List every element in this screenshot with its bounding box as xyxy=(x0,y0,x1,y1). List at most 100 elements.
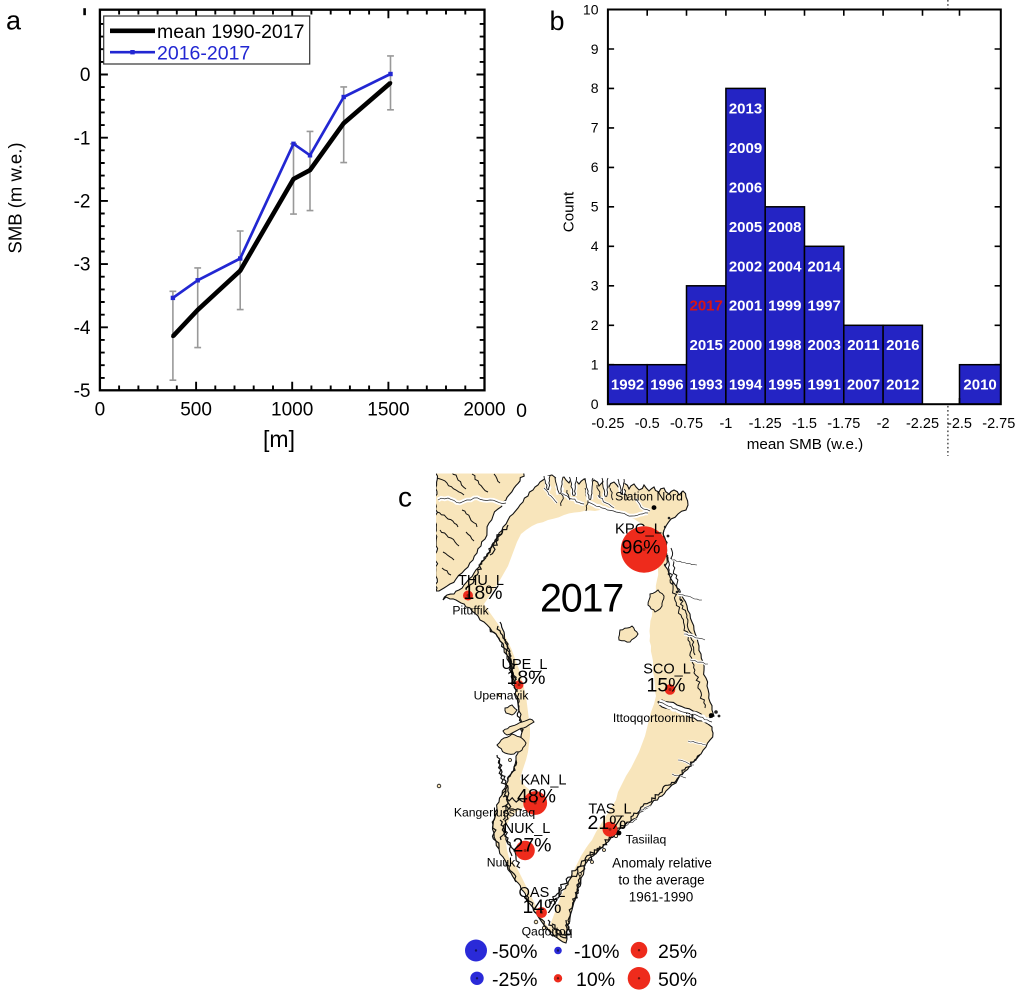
svg-text:Kangerlussuaq: Kangerlussuaq xyxy=(454,805,535,819)
svg-text:0: 0 xyxy=(80,65,91,86)
svg-text:1998: 1998 xyxy=(768,337,801,354)
svg-text:2015: 2015 xyxy=(690,337,723,354)
svg-text:TAS_L: TAS_L xyxy=(588,802,631,818)
svg-text:-50%: -50% xyxy=(492,941,538,963)
svg-text:0: 0 xyxy=(95,400,106,421)
svg-text:1991: 1991 xyxy=(808,377,841,394)
svg-text:7: 7 xyxy=(591,120,599,136)
svg-text:UPE_L: UPE_L xyxy=(502,657,548,673)
svg-text:-0.5: -0.5 xyxy=(635,416,660,432)
svg-text:2003: 2003 xyxy=(808,337,841,354)
svg-text:Pituffik: Pituffik xyxy=(452,604,489,618)
svg-text:-1.75: -1.75 xyxy=(827,416,860,432)
svg-text:-0.25: -0.25 xyxy=(591,416,624,432)
svg-text:1961-1990: 1961-1990 xyxy=(629,890,694,905)
svg-text:-4: -4 xyxy=(74,318,91,339)
svg-text:2001: 2001 xyxy=(729,298,762,315)
svg-text:2014: 2014 xyxy=(808,258,842,275)
svg-text:2007: 2007 xyxy=(847,377,880,394)
svg-text:2011: 2011 xyxy=(847,337,880,354)
svg-text:-25%: -25% xyxy=(492,969,538,991)
svg-text:QAS_L: QAS_L xyxy=(519,885,566,901)
svg-text:Anomaly relative: Anomaly relative xyxy=(612,856,712,871)
svg-text:0: 0 xyxy=(591,396,599,412)
svg-text:2000: 2000 xyxy=(729,337,762,354)
svg-text:2017: 2017 xyxy=(690,298,723,315)
svg-text:KAN_L: KAN_L xyxy=(521,773,567,789)
svg-text:-0.75: -0.75 xyxy=(670,416,703,432)
svg-text:mean SMB (w.e.): mean SMB (w.e.) xyxy=(747,436,863,453)
svg-text:1000: 1000 xyxy=(271,400,313,421)
svg-text:1993: 1993 xyxy=(690,377,723,394)
svg-text:14%: 14% xyxy=(522,896,561,918)
svg-text:2000: 2000 xyxy=(463,400,505,421)
svg-text:6: 6 xyxy=(591,159,599,175)
svg-text:-3: -3 xyxy=(74,255,91,276)
svg-text:0: 0 xyxy=(516,400,527,422)
svg-text:1996: 1996 xyxy=(650,377,683,394)
svg-text:1: 1 xyxy=(591,357,599,373)
svg-text:-2.5: -2.5 xyxy=(947,416,972,432)
svg-text:mean 1990-2017: mean 1990-2017 xyxy=(157,21,304,43)
svg-text:[m]: [m] xyxy=(263,426,295,452)
svg-text:to the average: to the average xyxy=(618,872,704,887)
svg-text:2010: 2010 xyxy=(963,377,996,394)
svg-text:NUK_L: NUK_L xyxy=(504,821,551,837)
svg-text:3: 3 xyxy=(591,278,599,294)
svg-text:25%: 25% xyxy=(658,941,697,963)
svg-text:50%: 50% xyxy=(658,969,697,991)
svg-text:Qaqortoq: Qaqortoq xyxy=(522,924,573,938)
svg-text:Nuuk: Nuuk xyxy=(487,856,516,870)
svg-text:21%: 21% xyxy=(587,812,626,834)
svg-text:2012: 2012 xyxy=(886,377,919,394)
svg-text:18%: 18% xyxy=(463,582,502,604)
svg-text:96%: 96% xyxy=(621,536,660,558)
svg-text:Count: Count xyxy=(561,191,578,232)
svg-text:THU_L: THU_L xyxy=(458,573,504,589)
svg-text:10: 10 xyxy=(583,1,599,17)
svg-text:-10%: -10% xyxy=(574,941,620,963)
svg-text:4: 4 xyxy=(591,238,599,254)
svg-text:18%: 18% xyxy=(506,667,545,689)
svg-text:2013: 2013 xyxy=(729,100,762,117)
svg-text:c: c xyxy=(398,482,412,513)
svg-text:1992: 1992 xyxy=(611,377,644,394)
svg-text:10%: 10% xyxy=(576,969,615,991)
svg-text:1994: 1994 xyxy=(729,377,763,394)
svg-text:15%: 15% xyxy=(646,675,685,697)
svg-text:2008: 2008 xyxy=(768,219,801,236)
svg-text:48%: 48% xyxy=(517,785,556,807)
svg-text:-2.75: -2.75 xyxy=(982,416,1015,432)
svg-text:2009: 2009 xyxy=(729,140,762,157)
svg-text:1997: 1997 xyxy=(808,298,841,315)
svg-text:2016: 2016 xyxy=(886,337,919,354)
svg-text:-1.25: -1.25 xyxy=(749,416,782,432)
svg-text:9: 9 xyxy=(591,41,599,57)
svg-text:Ittoqqortoormiit: Ittoqqortoormiit xyxy=(613,711,695,725)
svg-text:-1.5: -1.5 xyxy=(792,416,817,432)
svg-text:2002: 2002 xyxy=(729,258,762,275)
svg-text:a: a xyxy=(6,6,22,36)
svg-text:SCO_L: SCO_L xyxy=(643,662,691,678)
svg-text:1999: 1999 xyxy=(768,298,801,315)
svg-text:2017: 2017 xyxy=(540,577,623,621)
svg-text:-1: -1 xyxy=(719,416,732,432)
svg-text:Station Nord: Station Nord xyxy=(615,490,683,504)
svg-text:2005: 2005 xyxy=(729,219,762,236)
svg-text:500: 500 xyxy=(180,400,212,421)
svg-text:-2.25: -2.25 xyxy=(906,416,939,432)
svg-text:SMB (m w.e.): SMB (m w.e.) xyxy=(5,142,26,253)
svg-text:1500: 1500 xyxy=(367,400,409,421)
svg-text:-1: -1 xyxy=(74,128,91,149)
svg-text:2004: 2004 xyxy=(768,258,802,275)
svg-text:27%: 27% xyxy=(512,835,551,857)
svg-text:-2: -2 xyxy=(74,192,91,213)
svg-text:2006: 2006 xyxy=(729,179,762,196)
svg-text:2016-2017: 2016-2017 xyxy=(157,42,250,64)
svg-text:5: 5 xyxy=(591,199,599,215)
svg-text:KPC_L: KPC_L xyxy=(615,522,662,538)
svg-text:8: 8 xyxy=(591,80,599,96)
svg-text:Tasiilaq: Tasiilaq xyxy=(626,832,667,846)
svg-text:1995: 1995 xyxy=(768,377,801,394)
svg-text:Upernavik: Upernavik xyxy=(474,689,530,703)
